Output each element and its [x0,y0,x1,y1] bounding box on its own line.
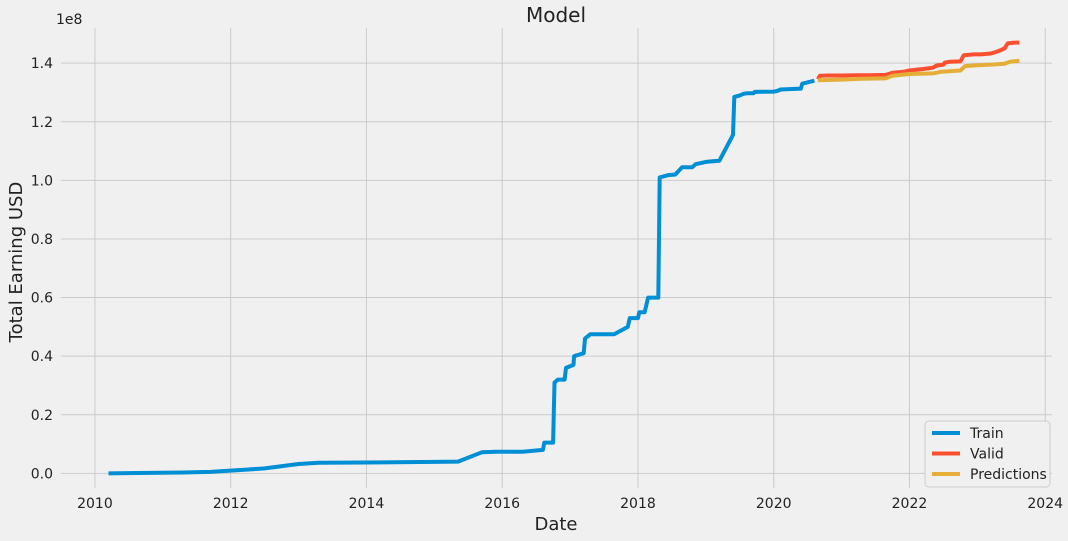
series-line-valid [816,40,1020,81]
x-tick-label: 2018 [620,496,656,512]
series-line-train [108,78,815,476]
legend-label: Train [969,426,1004,442]
chart-title: Model [526,3,586,27]
x-tick-label: 2020 [756,496,792,512]
y-tick-label: 0.8 [31,232,53,248]
x-axis-title: Date [534,514,577,535]
y-tick-label: 0.4 [31,349,53,365]
series-layer [108,40,1020,476]
x-tick-label: 2012 [213,496,249,512]
x-tick-label: 2016 [484,496,520,512]
legend-label: Valid [970,447,1004,463]
legend: Train Valid Predictions [924,420,1051,488]
x-tick-label: 2010 [77,496,113,512]
y-tick-label: 1.0 [31,173,53,189]
series-line-predictions [817,58,1020,83]
tick-labels: 2010 2012 2014 2016 2018 2020 2022 2024 0.0 0.2 0.… [31,56,1063,512]
y-multiplier-label: 1e8 [56,12,82,28]
legend-label: Predictions [970,467,1047,483]
y-tick-label: 1.2 [31,115,53,131]
grid [61,28,1052,488]
legend-box [924,420,1051,488]
x-tick-label: 2022 [892,496,928,512]
y-tick-label: 0.2 [31,408,53,424]
x-tick-label: 2024 [1027,496,1063,512]
y-axis-title: Total Earning USD [6,182,27,344]
y-tick-label: 1.4 [31,56,53,72]
x-tick-label: 2014 [349,496,385,512]
y-tick-label: 0.0 [31,466,53,482]
y-tick-label: 0.6 [31,291,53,307]
